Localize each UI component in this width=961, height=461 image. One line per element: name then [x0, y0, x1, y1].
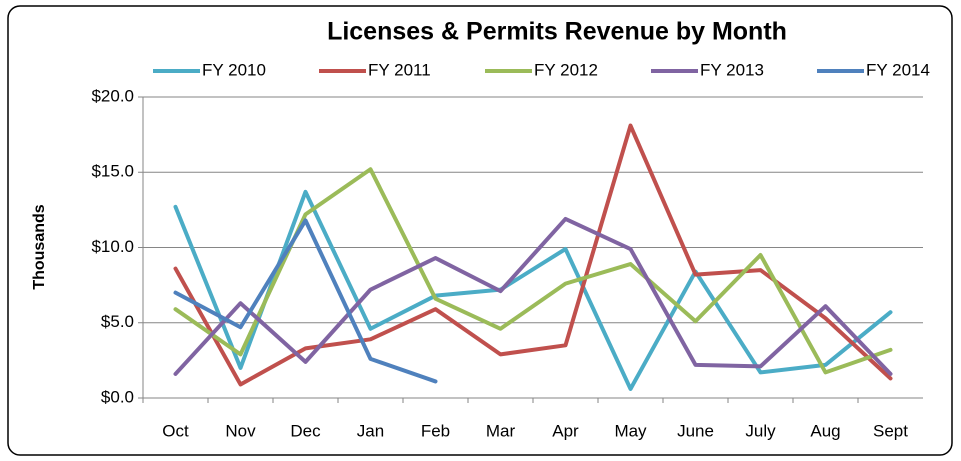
- series-line: [173, 216, 893, 376]
- legend-label: FY 2010: [202, 60, 266, 79]
- series-line: [173, 189, 893, 391]
- x-tick-label: Jan: [357, 421, 384, 440]
- x-tick-label: Sept: [873, 421, 908, 440]
- y-tick-label: $5.0: [101, 312, 134, 331]
- x-tick-label: July: [745, 421, 776, 440]
- chart-frame: [7, 5, 953, 456]
- x-tick-label: Mar: [486, 421, 516, 440]
- x-tick-label: Aug: [810, 421, 840, 440]
- x-tick-label: May: [614, 421, 647, 440]
- legend-label: FY 2012: [534, 60, 598, 79]
- chart-title: Licenses & Permits Revenue by Month: [327, 18, 787, 46]
- x-tick-label: Dec: [290, 421, 321, 440]
- x-tick-label: June: [677, 421, 714, 440]
- x-tick-label: Oct: [162, 421, 189, 440]
- y-tick-label: $10.0: [91, 237, 134, 256]
- y-axis-label: Thousands: [31, 204, 48, 289]
- x-tick-label: Nov: [225, 421, 256, 440]
- legend-label: FY 2013: [700, 60, 764, 79]
- x-tick-label: Feb: [421, 421, 450, 440]
- legend-label: FY 2011: [368, 60, 431, 79]
- x-tick-label: Apr: [552, 421, 579, 440]
- y-tick-label: $0.0: [101, 387, 134, 406]
- series-line: [173, 218, 438, 384]
- legend-label: FY 2014: [866, 60, 930, 79]
- y-tick-label: $15.0: [91, 162, 134, 181]
- y-tick-label: $20.0: [91, 86, 134, 105]
